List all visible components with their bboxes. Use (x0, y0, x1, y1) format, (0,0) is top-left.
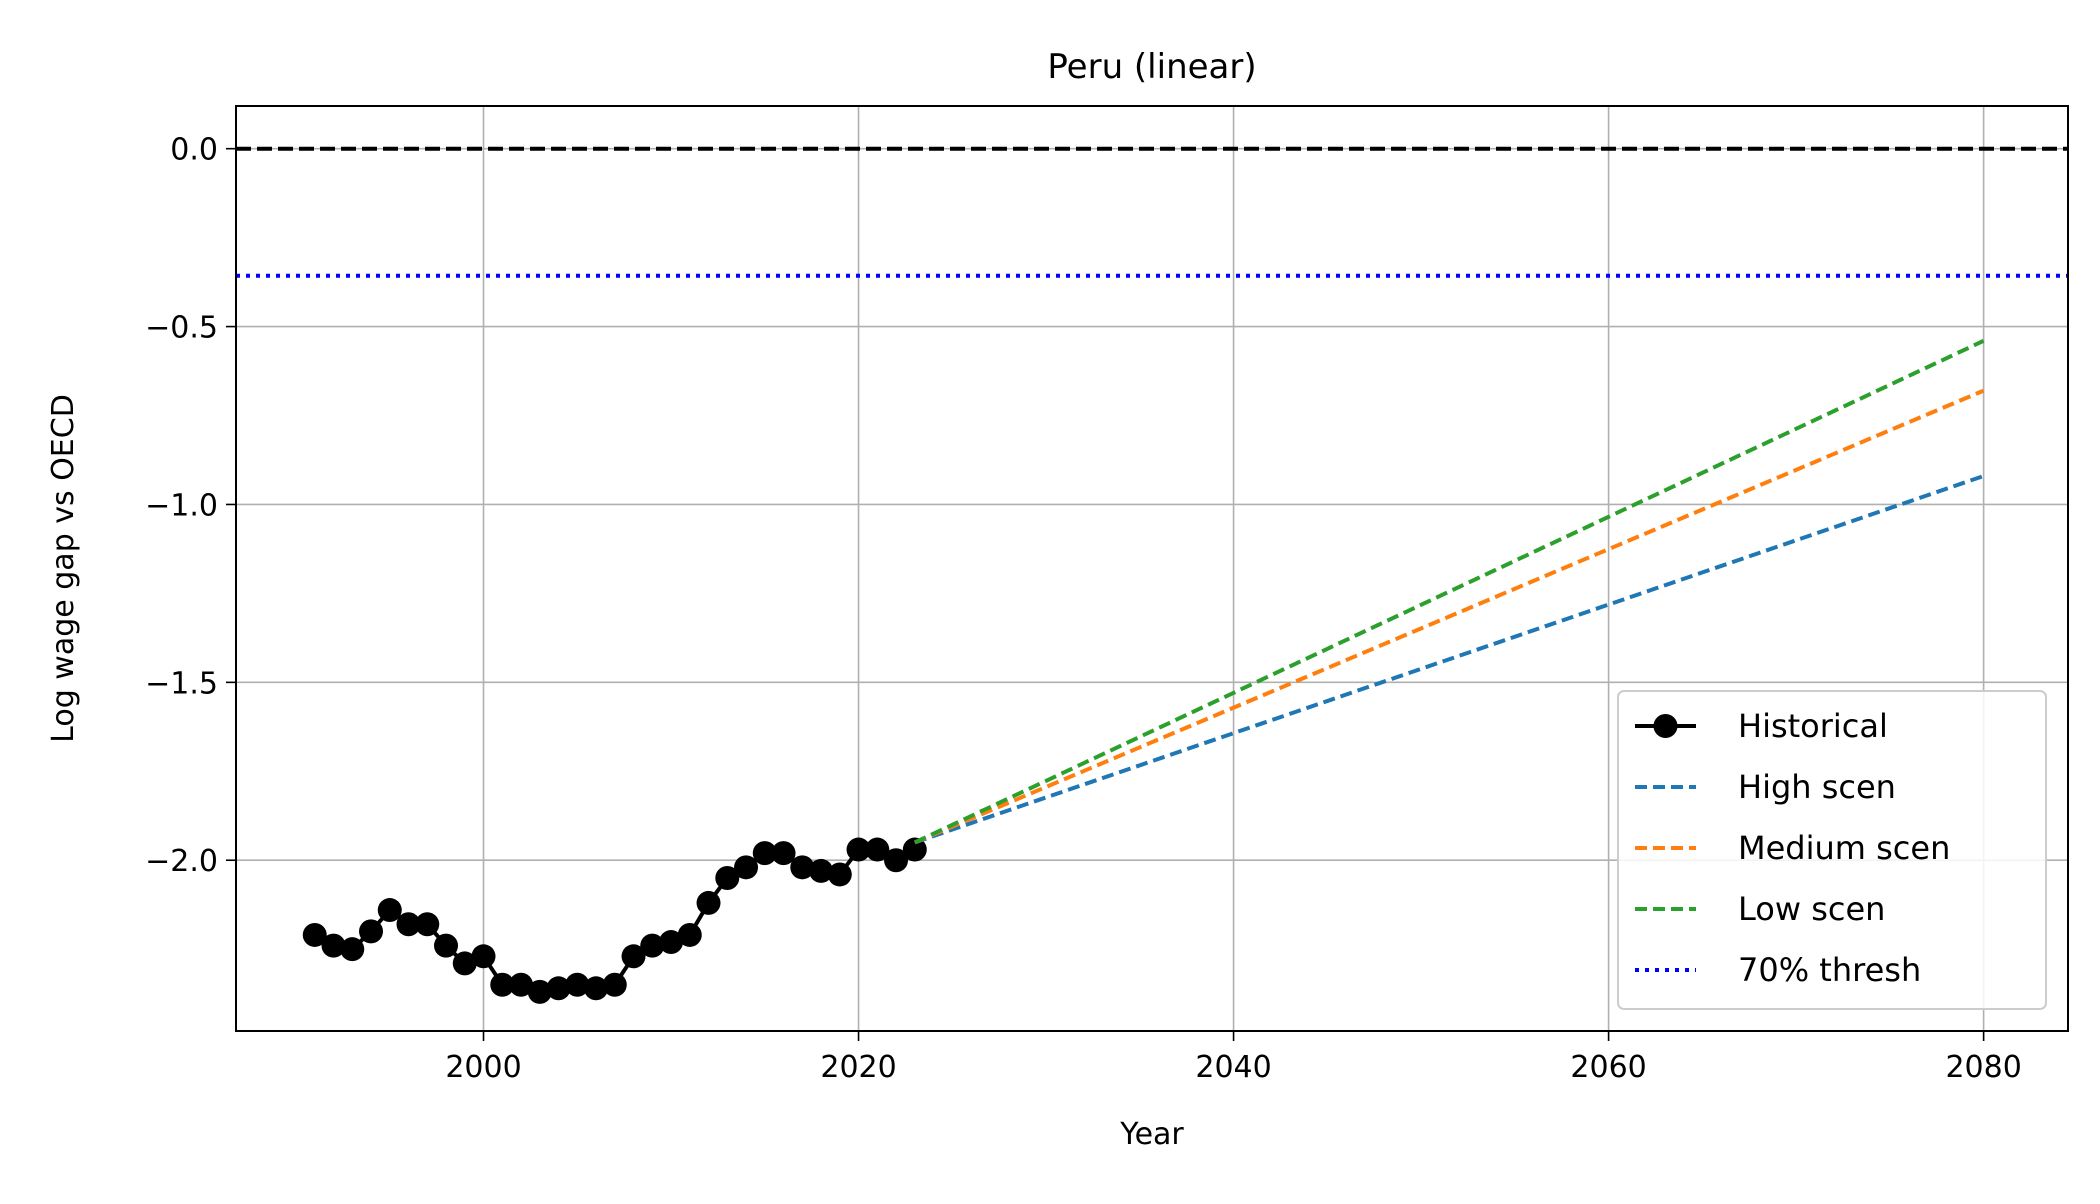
historical-point (584, 976, 609, 1001)
historical-point (471, 944, 496, 969)
historical-point (565, 972, 590, 997)
legend-label-high-scen: High scen (1738, 768, 1896, 806)
historical-point (415, 912, 440, 937)
high-scen-line (914, 474, 1985, 845)
medium-scen-line (914, 388, 1985, 845)
historical-point (640, 933, 665, 958)
historical-point (546, 976, 571, 1001)
legend-marker-historical (1653, 714, 1678, 738)
y-tick-label: −2.0 (145, 844, 218, 879)
historical-point (527, 979, 552, 1004)
y-tick-label: −1.5 (145, 666, 218, 701)
historical-point (902, 837, 927, 862)
legend-box (1617, 690, 2047, 1010)
historical-point (602, 972, 627, 997)
legend: Historical High scen Medium scen Low scen 70… (1617, 690, 2047, 1010)
chart-title: Peru (linear) (1047, 47, 1256, 87)
y-tick-label: 0.0 (170, 133, 218, 168)
legend-label-medium-scen: Medium scen (1738, 829, 1950, 867)
historical-point (377, 898, 402, 923)
historical-point (490, 972, 515, 997)
ticks: 2000 2020 2040 2060 2080 0.0 −0.5 −1.0 −1.5 −2.0 (145, 133, 2022, 1085)
x-axis-label: Year (1119, 1117, 1184, 1152)
y-axis-label: Log wage gap vs OECD (46, 394, 81, 743)
historical-point (340, 937, 365, 962)
historical-point (359, 919, 384, 944)
historical-point (827, 862, 852, 887)
historical-point (696, 890, 721, 915)
legend-label-low-scen: Low scen (1738, 890, 1885, 928)
x-tick-label: 2000 (445, 1050, 521, 1085)
historical-point (790, 855, 815, 880)
axes-frame (235, 105, 2069, 1032)
x-tick-label: 2020 (820, 1050, 896, 1085)
historical-point (865, 837, 890, 862)
historical-point (752, 841, 777, 866)
historical-point (509, 972, 534, 997)
historical-point (809, 858, 834, 883)
historical-point (771, 841, 796, 866)
y-tick-label: −0.5 (145, 311, 218, 346)
historical-point (677, 922, 702, 947)
y-tick-label: −1.0 (145, 488, 218, 523)
legend-label-70-thresh: 70% thresh (1738, 951, 1921, 989)
historical-point (659, 930, 684, 955)
series-layer (236, 273, 2068, 1004)
x-tick-label: 2080 (1945, 1050, 2021, 1085)
low-scen-line (913, 338, 1985, 845)
legend-label-historical: Historical (1738, 707, 1888, 745)
historical-point (321, 933, 346, 958)
historical-point (715, 866, 740, 891)
x-tick-label: 2040 (1195, 1050, 1271, 1085)
historical-point (396, 912, 421, 937)
historical-point (846, 837, 871, 862)
x-tick-label: 2060 (1570, 1050, 1646, 1085)
historical-point (734, 855, 759, 880)
historical-point (434, 933, 459, 958)
historical-point (621, 944, 646, 969)
historical-point (452, 951, 477, 976)
historical-point (884, 848, 909, 873)
historical-point (302, 922, 327, 947)
